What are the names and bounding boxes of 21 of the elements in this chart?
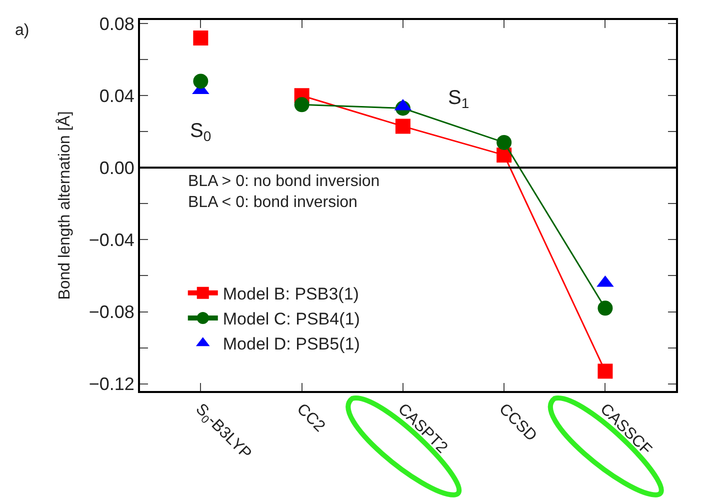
annotation: S$_{0}$	[190, 120, 212, 144]
point	[294, 97, 310, 112]
y-tick-label: 0.00	[99, 158, 134, 178]
annotation: BLA > 0: no bond inversion BLA < 0: bond inversion	[188, 173, 380, 211]
annotation: S$_{1}$	[448, 87, 470, 112]
y-tick-label: 0.04	[99, 86, 134, 106]
y-tick-label: −0.04	[88, 230, 134, 250]
y-tick-label: 0.08	[99, 14, 134, 34]
y-axis-title: Bond length alternation [Å]	[55, 111, 74, 300]
legend-label: Model C: PSB4(1)	[222, 310, 360, 329]
point	[598, 300, 613, 316]
text: a)	[15, 22, 30, 39]
y-tick-label: −0.08	[88, 302, 134, 322]
point	[193, 30, 208, 46]
y-tick-label: −0.12	[88, 374, 134, 394]
point	[193, 74, 208, 89]
point	[496, 134, 512, 150]
legend-label: Model B: PSB3(1)	[222, 284, 359, 304]
point	[598, 364, 613, 379]
legend-label: Model D: PSB5(1)	[222, 334, 360, 354]
point	[395, 118, 410, 134]
